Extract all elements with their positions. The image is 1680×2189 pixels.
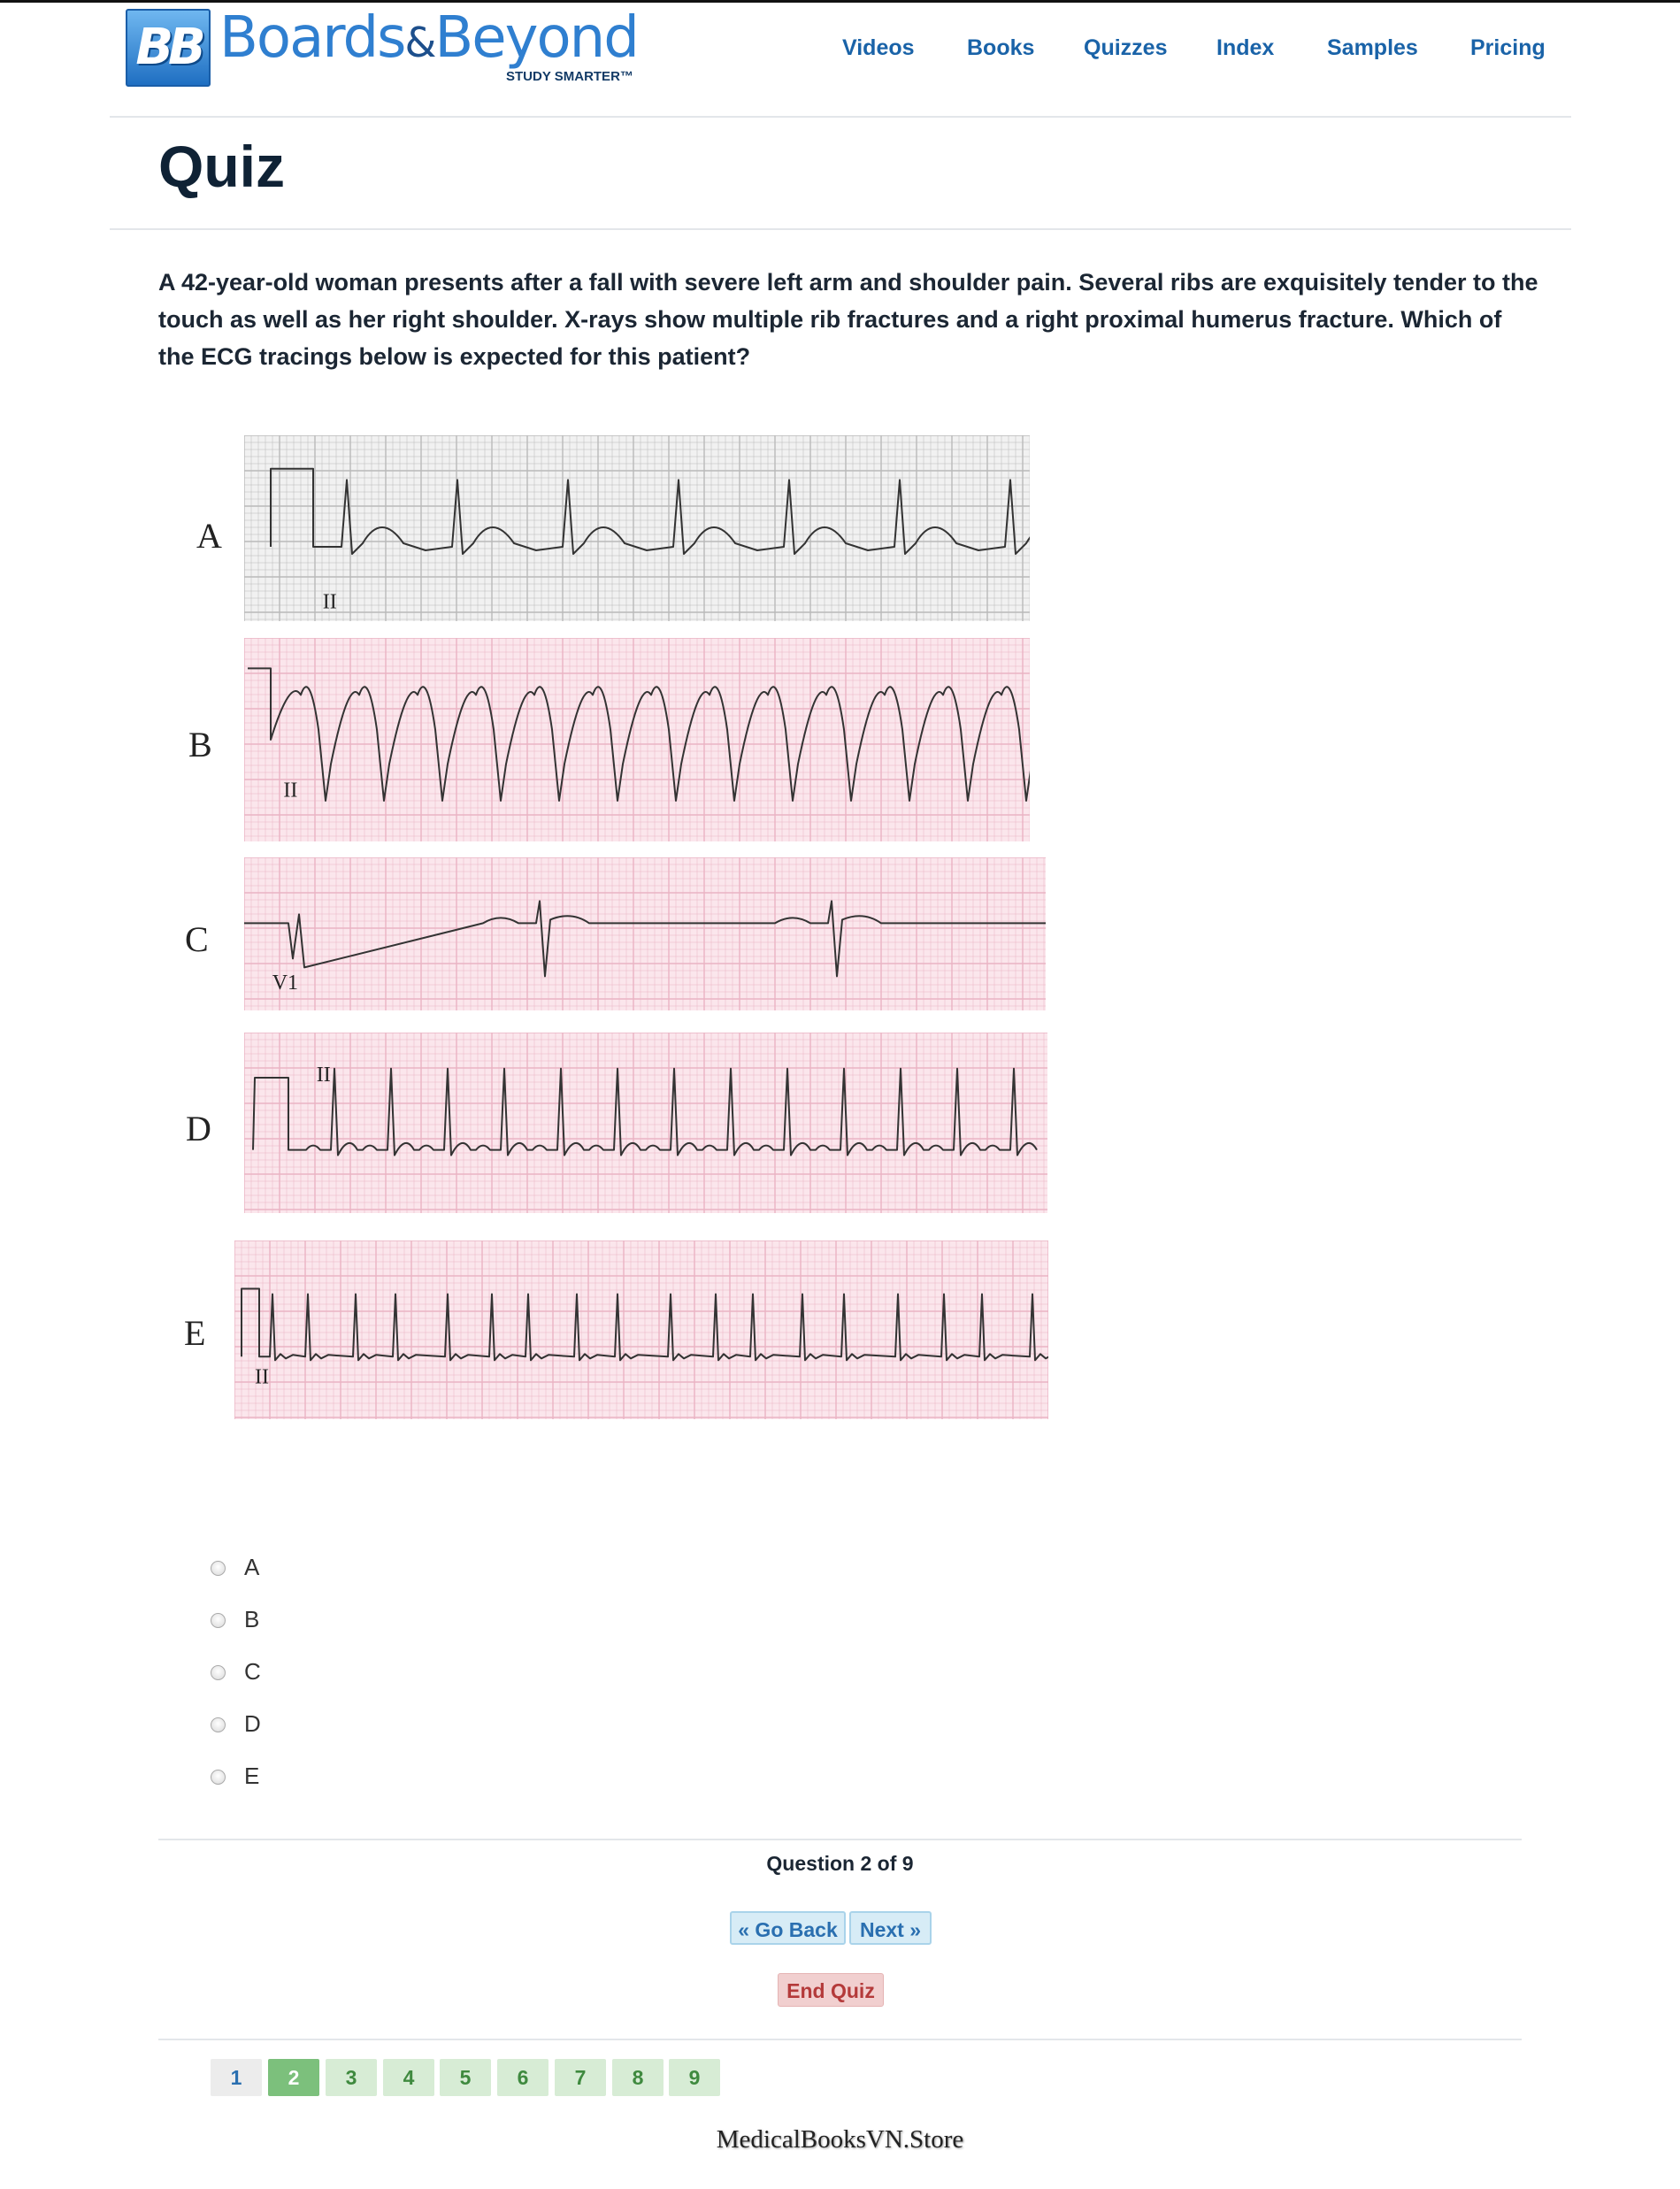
option-c-label: C (244, 1658, 261, 1685)
radio-b[interactable] (211, 1613, 226, 1628)
page-link-8[interactable]: 8 (612, 2059, 664, 2096)
end-quiz-button[interactable]: End Quiz (778, 1973, 884, 2007)
lead-label: II (255, 1366, 269, 1389)
page-link-2[interactable]: 2 (268, 2059, 319, 2096)
nav-quizzes[interactable]: Quizzes (1084, 35, 1168, 60)
ecg-trace (252, 1067, 1038, 1156)
page-link-5[interactable]: 5 (440, 2059, 491, 2096)
strip-label-b: B (188, 725, 212, 764)
ecg-strip-c: V1 (244, 857, 1046, 1010)
options-divider (158, 1839, 1522, 1840)
ecg-trace (244, 900, 1046, 978)
go-back-button[interactable]: « Go Back (730, 1911, 846, 1945)
brand-first: Boards (219, 5, 406, 71)
option-c[interactable]: C (209, 1655, 386, 1690)
ecg-strip-a: II (244, 435, 1030, 621)
option-e[interactable]: E (209, 1759, 386, 1794)
radio-a[interactable] (211, 1561, 226, 1576)
brand-name: Boards&Beyond (219, 5, 640, 71)
logo-badge-icon: BB (126, 9, 211, 87)
page-link-6[interactable]: 6 (497, 2059, 548, 2096)
header-divider (110, 116, 1571, 118)
brand-logo[interactable]: BB Boards&Beyond STUDY SMARTER™ (126, 5, 640, 88)
brand-second: Beyond (434, 5, 639, 71)
option-e-label: E (244, 1763, 260, 1789)
nav-pricing[interactable]: Pricing (1470, 35, 1546, 60)
option-b[interactable]: B (209, 1602, 386, 1638)
lead-label: II (323, 590, 337, 613)
lead-label: II (317, 1064, 331, 1087)
radio-d[interactable] (211, 1717, 226, 1732)
strip-label-d: D (186, 1109, 211, 1148)
strip-label-a: A (196, 516, 222, 556)
page-link-7[interactable]: 7 (555, 2059, 606, 2096)
radio-e[interactable] (211, 1770, 226, 1785)
brand-tagline: STUDY SMARTER™ (506, 69, 633, 84)
page-link-9[interactable]: 9 (669, 2059, 720, 2096)
page-link-3[interactable]: 3 (326, 2059, 377, 2096)
nav-books[interactable]: Books (967, 35, 1035, 60)
strip-label-c: C (185, 919, 209, 959)
question-stem: A 42-year-old woman presents after a fal… (158, 269, 1538, 370)
ecg-trace (248, 667, 1030, 802)
option-d-label: D (244, 1710, 261, 1737)
page-title: Quiz (158, 134, 285, 199)
option-a[interactable]: A (209, 1550, 386, 1586)
option-b-label: B (244, 1606, 260, 1632)
top-border (0, 0, 1680, 3)
ecg-trace (241, 1287, 1048, 1362)
nav-videos[interactable]: Videos (842, 35, 915, 60)
nav-samples[interactable]: Samples (1327, 35, 1418, 60)
ecg-trace (270, 467, 1030, 555)
ecg-strip-b: II (244, 638, 1030, 841)
footer-watermark: MedicalBooksVN.Store (716, 2125, 964, 2154)
lead-label: II (283, 779, 297, 802)
page-link-4[interactable]: 4 (383, 2059, 434, 2096)
radio-c[interactable] (211, 1665, 226, 1680)
option-a-label: A (244, 1554, 260, 1580)
question-counter: Question 2 of 9 (766, 1852, 914, 1875)
pager-divider (158, 2039, 1522, 2040)
next-button[interactable]: Next » (849, 1911, 932, 1945)
ecg-strip-d: II (244, 1033, 1047, 1213)
title-divider (110, 228, 1571, 230)
brand-amp: & (404, 19, 436, 66)
option-d[interactable]: D (209, 1707, 386, 1742)
page-link-1[interactable]: 1 (211, 2059, 262, 2096)
strip-label-e: E (184, 1313, 206, 1353)
lead-label: V1 (272, 972, 298, 995)
ecg-strip-e: II (234, 1240, 1048, 1419)
nav-index[interactable]: Index (1216, 35, 1275, 60)
